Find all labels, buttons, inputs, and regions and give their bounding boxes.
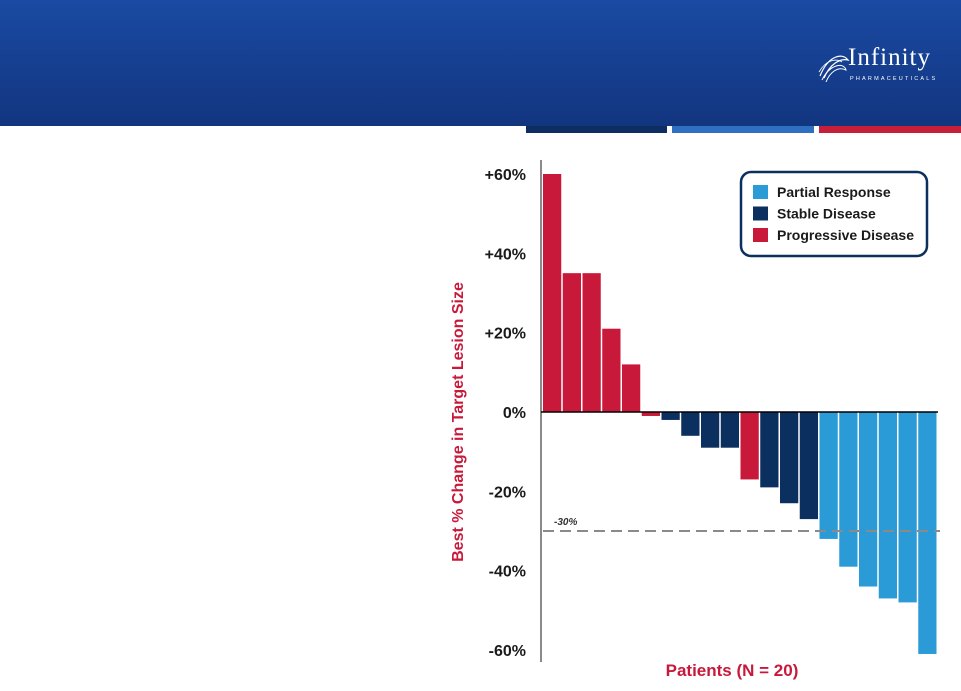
bar-progressive [582, 273, 601, 412]
accent-stripe-blue [672, 126, 814, 133]
y-tick-label: 0% [503, 405, 526, 422]
bar-stable [720, 412, 739, 448]
bar-progressive [622, 364, 641, 412]
bar-stable [701, 412, 720, 448]
legend-label-stable: Stable Disease [777, 206, 876, 222]
x-axis-title: Patients (N = 20) [666, 661, 799, 680]
bar-progressive [641, 412, 660, 416]
legend-swatch-partial [753, 185, 768, 199]
accent-stripe-dark [526, 126, 667, 133]
bar-partial [878, 412, 897, 599]
bar-partial [839, 412, 858, 567]
y-tick-label: +40% [485, 246, 526, 263]
bar-partial [859, 412, 878, 587]
company-logo: Infinity PHARMACEUTICALS [818, 44, 958, 86]
bar-stable [780, 412, 799, 504]
y-tick-label: -20% [489, 484, 526, 501]
bar-progressive [562, 273, 581, 412]
y-tick-label: -40% [489, 564, 526, 581]
bar-partial [819, 412, 838, 539]
bar-partial [918, 412, 937, 654]
legend-swatch-progressive [753, 228, 768, 242]
legend-swatch-stable [753, 206, 768, 221]
bar-stable [799, 412, 818, 520]
bar-stable [760, 412, 779, 488]
legend-label-progressive: Progressive Disease [777, 227, 914, 243]
bar-stable [681, 412, 700, 436]
bar-progressive [602, 328, 621, 412]
reference-line-label: -30% [554, 517, 577, 528]
bar-progressive [543, 174, 562, 412]
logo-subtitle: PHARMACEUTICALS [850, 76, 938, 82]
y-tick-label: -60% [489, 643, 526, 660]
header-banner [0, 0, 961, 126]
accent-stripe-red [819, 126, 961, 133]
logo-wordmark: Infinity [848, 44, 931, 71]
bar-partial [898, 412, 917, 603]
y-tick-label: +60% [485, 167, 526, 184]
legend-label-partial: Partial Response [777, 184, 891, 200]
logo-swirl-icon [818, 55, 850, 83]
y-axis-title: Best % Change in Target Lesion Size [450, 282, 467, 562]
y-tick-label: +20% [485, 326, 526, 343]
bar-stable [661, 412, 680, 420]
bar-progressive [740, 412, 759, 480]
legend-box [739, 170, 929, 258]
